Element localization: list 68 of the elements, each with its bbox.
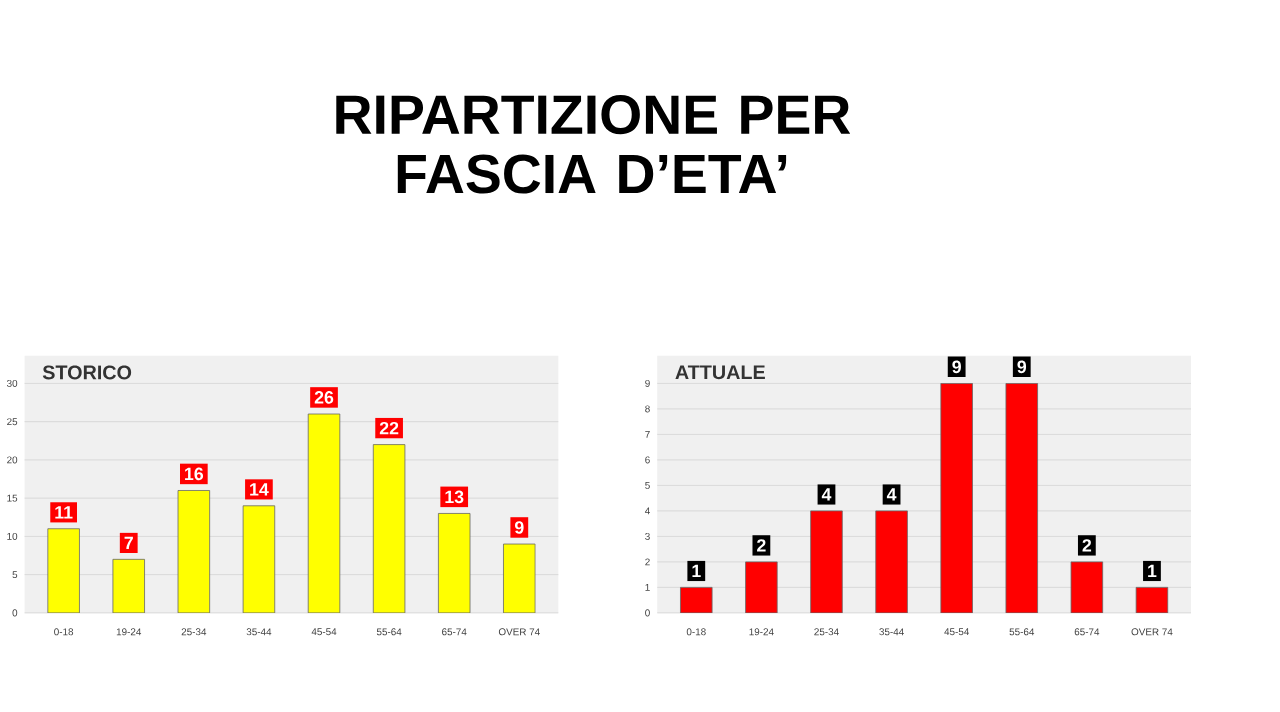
data-label: 11: [55, 506, 73, 519]
bar: [1005, 383, 1038, 614]
x-tick-label: 35-44: [246, 628, 272, 636]
bar: [242, 505, 276, 614]
data-label: 22: [379, 422, 399, 435]
bar: [680, 587, 713, 614]
bar: [875, 510, 908, 614]
bar: [810, 510, 843, 614]
y-tick-label: 8: [645, 405, 650, 413]
y-tick-label: 0: [12, 609, 18, 617]
data-label: 9: [952, 360, 961, 374]
data-label: 13: [445, 490, 464, 504]
y-tick-label: 3: [645, 533, 650, 541]
y-tick-label: 20: [7, 456, 18, 464]
y-tick-label: 5: [645, 482, 650, 489]
bar: [503, 543, 536, 614]
bar: [307, 413, 341, 614]
y-tick-label: 4: [644, 507, 650, 515]
x-tick-label: 45-54: [944, 628, 970, 636]
y-tick-label: 25: [7, 418, 18, 426]
x-tick-label: 25-34: [814, 628, 839, 636]
data-label: 7: [124, 536, 133, 550]
y-tick-label: 7: [645, 431, 650, 438]
text: RIPARTIZIONE PER FASCIA D’ETA’: [336, 95, 851, 194]
y-tick-label: 1: [645, 584, 650, 591]
y-tick-label: 2: [645, 558, 650, 566]
data-label: 4: [886, 488, 897, 501]
bar: [372, 444, 406, 614]
bar: [940, 383, 973, 614]
x-tick-label: 35-44: [879, 628, 904, 636]
x-tick-label: 65-74: [1074, 628, 1100, 636]
bar: [437, 513, 471, 614]
bar: [745, 561, 778, 614]
y-tick-label: 5: [12, 571, 18, 579]
x-tick-label: 55-64: [376, 628, 402, 636]
data-label: 14: [250, 483, 269, 496]
bar: [1070, 561, 1104, 614]
x-tick-label: OVER 74: [498, 628, 540, 636]
y-tick-label: 30: [6, 380, 18, 388]
x-tick-label: 55-64: [1009, 628, 1035, 636]
chart-title: STORICO: [42, 365, 132, 380]
x-tick-label: 0-18: [686, 628, 706, 636]
y-tick-label: 9: [645, 380, 650, 388]
data-label: 16: [185, 467, 204, 481]
y-tick-label: 10: [7, 533, 18, 541]
x-tick-label: 19-24: [116, 628, 142, 636]
x-tick-label: OVER 74: [1131, 628, 1173, 636]
bar: [177, 490, 211, 614]
data-label: 9: [1017, 360, 1027, 374]
x-tick-label: 19-24: [749, 628, 774, 636]
x-tick-label: 65-74: [442, 628, 467, 636]
data-label: 2: [757, 539, 766, 552]
y-tick-label: 6: [645, 456, 650, 464]
data-label: 1: [1148, 564, 1157, 578]
data-label: 2: [1082, 539, 1092, 552]
x-tick-label: 45-54: [311, 628, 337, 636]
y-tick-label: 0: [645, 609, 650, 617]
y-tick-label: 15: [7, 494, 18, 502]
chart-title: ATTUALE: [675, 365, 765, 380]
data-label: 9: [514, 521, 524, 534]
bar: [47, 528, 80, 614]
data-label: 4: [821, 488, 832, 501]
x-tick-label: 0-18: [54, 628, 74, 636]
data-label: 1: [692, 564, 701, 578]
bar: [1135, 587, 1169, 614]
bar: [112, 559, 145, 614]
data-label: 26: [314, 391, 334, 404]
x-tick-label: 25-34: [181, 628, 207, 636]
